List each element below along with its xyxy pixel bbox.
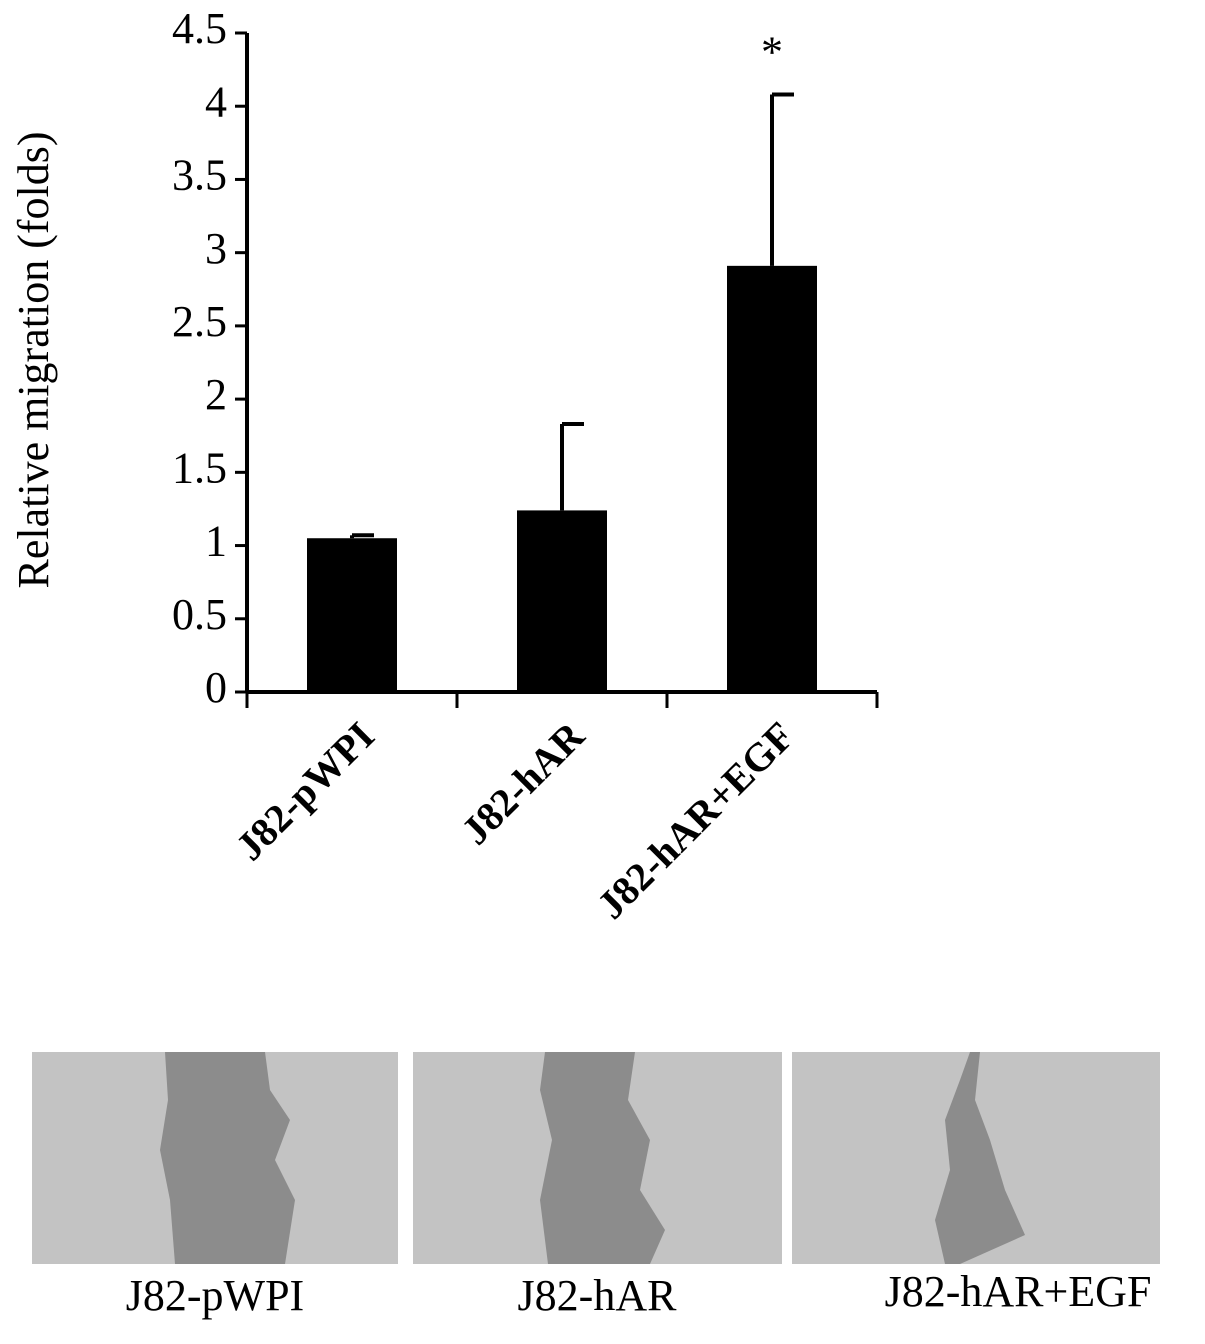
panel-caption: J82-hAR+EGF: [885, 1267, 1152, 1316]
bar: [307, 538, 397, 692]
image-panel: [413, 1052, 782, 1264]
error-bar: [350, 533, 374, 539]
bar: [517, 510, 607, 692]
image-panel: [32, 1052, 398, 1264]
y-tick-label: 2: [205, 370, 227, 419]
y-tick-label: 3.5: [172, 151, 227, 200]
y-tick-label: 0.5: [172, 590, 227, 639]
y-tick-label: 4.5: [172, 4, 227, 53]
y-tick-label: 2.5: [172, 297, 227, 346]
y-axis-label: Relative migration (folds): [9, 132, 58, 589]
panel-caption: J82-hAR: [518, 1271, 678, 1320]
y-tick-label: 3: [205, 224, 227, 273]
image-panel: [792, 1052, 1160, 1264]
error-bar: [560, 422, 584, 511]
error-bar: [770, 92, 794, 266]
bar: [727, 265, 817, 692]
y-tick-label: 1: [205, 517, 227, 566]
y-tick-label: 1.5: [172, 443, 227, 492]
y-tick-label: 4: [205, 77, 227, 126]
panel-caption: J82-pWPI: [126, 1271, 304, 1320]
x-tick-label: J82-pWPI: [227, 713, 383, 869]
y-tick-label: 0: [205, 663, 227, 712]
x-tick-label: J82-hAR: [453, 712, 594, 853]
annotation: *: [761, 28, 783, 77]
x-tick-label: J82-hAR+EGF: [588, 713, 803, 928]
